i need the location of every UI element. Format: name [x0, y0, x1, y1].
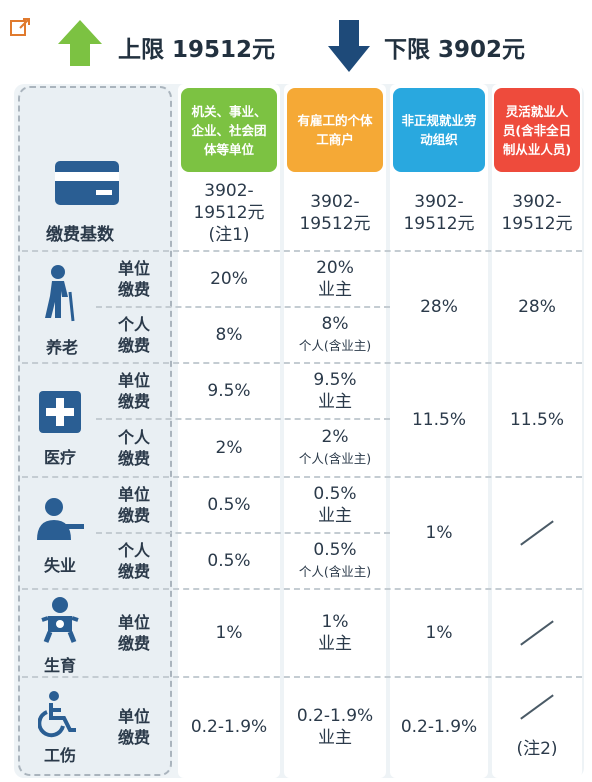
column-institutions — [178, 84, 280, 778]
maternity-unit-individual: 1% 业主 — [318, 612, 352, 654]
injury-unit-individual: 0.2-1.9% 业主 — [296, 706, 374, 748]
card-icon — [54, 160, 120, 206]
base-label: 缴费基数 — [46, 225, 114, 245]
medical-label: 医疗 — [44, 448, 77, 467]
pension-unit-label: 单位 缴费 — [117, 259, 150, 299]
pension-personal-institutions: 8% — [215, 325, 243, 345]
header-informal-orgs: 非正规就业劳动组织 — [393, 88, 485, 172]
divider — [22, 476, 582, 478]
elderly-person-icon — [40, 264, 82, 322]
medical-cross-icon — [38, 390, 82, 434]
divider — [22, 588, 582, 590]
medical-personal-institutions: 2% — [215, 438, 243, 458]
upper-limit-label: 上限 19512元 — [118, 37, 276, 63]
worker-icon — [34, 496, 86, 542]
maternity-informal: 1% — [425, 623, 453, 643]
baby-icon — [40, 596, 80, 644]
down-arrow-icon — [326, 18, 372, 74]
unemployment-flexible-na — [492, 480, 582, 586]
base-value-institutions: 3902- 19512元 (注1) — [193, 181, 265, 245]
medical-personal-label: 个人 缴费 — [117, 428, 150, 468]
base-value-individual: 3902- 19512元 — [299, 192, 371, 234]
pension-personal-label: 个人 缴费 — [117, 315, 150, 355]
medical-unit-institutions: 9.5% — [207, 381, 251, 401]
unemployment-unit-individual: 0.5% 业主 — [313, 484, 357, 526]
unemployment-unit-institutions: 0.5% — [207, 495, 251, 515]
divider — [96, 532, 390, 534]
header-individual-business: 有雇工的个体工商户 — [287, 88, 383, 172]
share-icon[interactable] — [8, 16, 32, 40]
injury-flexible-na — [492, 682, 582, 732]
pension-personal-individual: 8% 个人(含业主) — [298, 314, 372, 353]
medical-flexible: 11.5% — [509, 410, 564, 430]
injury-unit-institutions: 0.2-1.9% — [190, 717, 268, 737]
maternity-unit-label: 单位 缴费 — [117, 613, 150, 653]
column-individual-business — [284, 84, 386, 778]
column-flexible — [492, 84, 582, 778]
unemployment-personal-label: 个人 缴费 — [117, 541, 150, 581]
divider — [96, 306, 390, 308]
injury-unit-label: 单位 缴费 — [117, 707, 150, 747]
unemployment-informal: 1% — [425, 523, 453, 543]
medical-unit-individual: 9.5% 业主 — [313, 370, 357, 412]
lower-limit-label: 下限 3902元 — [384, 37, 526, 63]
medical-informal: 11.5% — [411, 410, 466, 430]
base-value-informal: 3902- 19512元 — [403, 192, 475, 234]
wheelchair-icon — [37, 690, 84, 738]
pension-unit-institutions: 20% — [210, 269, 248, 289]
divider — [22, 676, 582, 678]
divider — [96, 418, 390, 420]
divider — [22, 362, 582, 364]
injury-flexible-note: (注2) — [516, 739, 558, 759]
pension-flexible: 28% — [518, 297, 556, 317]
header-institutions: 机关、事业、企业、社会团体等单位 — [181, 88, 277, 172]
medical-unit-label: 单位 缴费 — [117, 371, 150, 411]
divider — [22, 250, 582, 252]
up-arrow-icon — [56, 18, 104, 68]
header-flexible: 灵活就业人员(含非全日制从业人员) — [494, 88, 580, 172]
maternity-flexible-na — [492, 592, 582, 674]
pension-informal: 28% — [420, 297, 458, 317]
injury-label: 工伤 — [44, 746, 77, 765]
unemployment-personal-individual: 0.5% 个人(含业主) — [298, 540, 372, 579]
injury-informal: 0.2-1.9% — [400, 717, 478, 737]
maternity-unit-institutions: 1% — [215, 623, 243, 643]
maternity-label: 生育 — [44, 656, 77, 675]
unemployment-personal-institutions: 0.5% — [207, 551, 251, 571]
base-value-flexible: 3902- 19512元 — [501, 192, 573, 234]
medical-personal-individual: 2% 个人(含业主) — [298, 427, 372, 466]
pension-unit-individual: 20% 业主 — [316, 258, 354, 300]
pension-label: 养老 — [46, 338, 79, 357]
unemployment-unit-label: 单位 缴费 — [117, 485, 150, 525]
unemployment-label: 失业 — [44, 556, 77, 575]
column-informal-orgs — [390, 84, 488, 778]
